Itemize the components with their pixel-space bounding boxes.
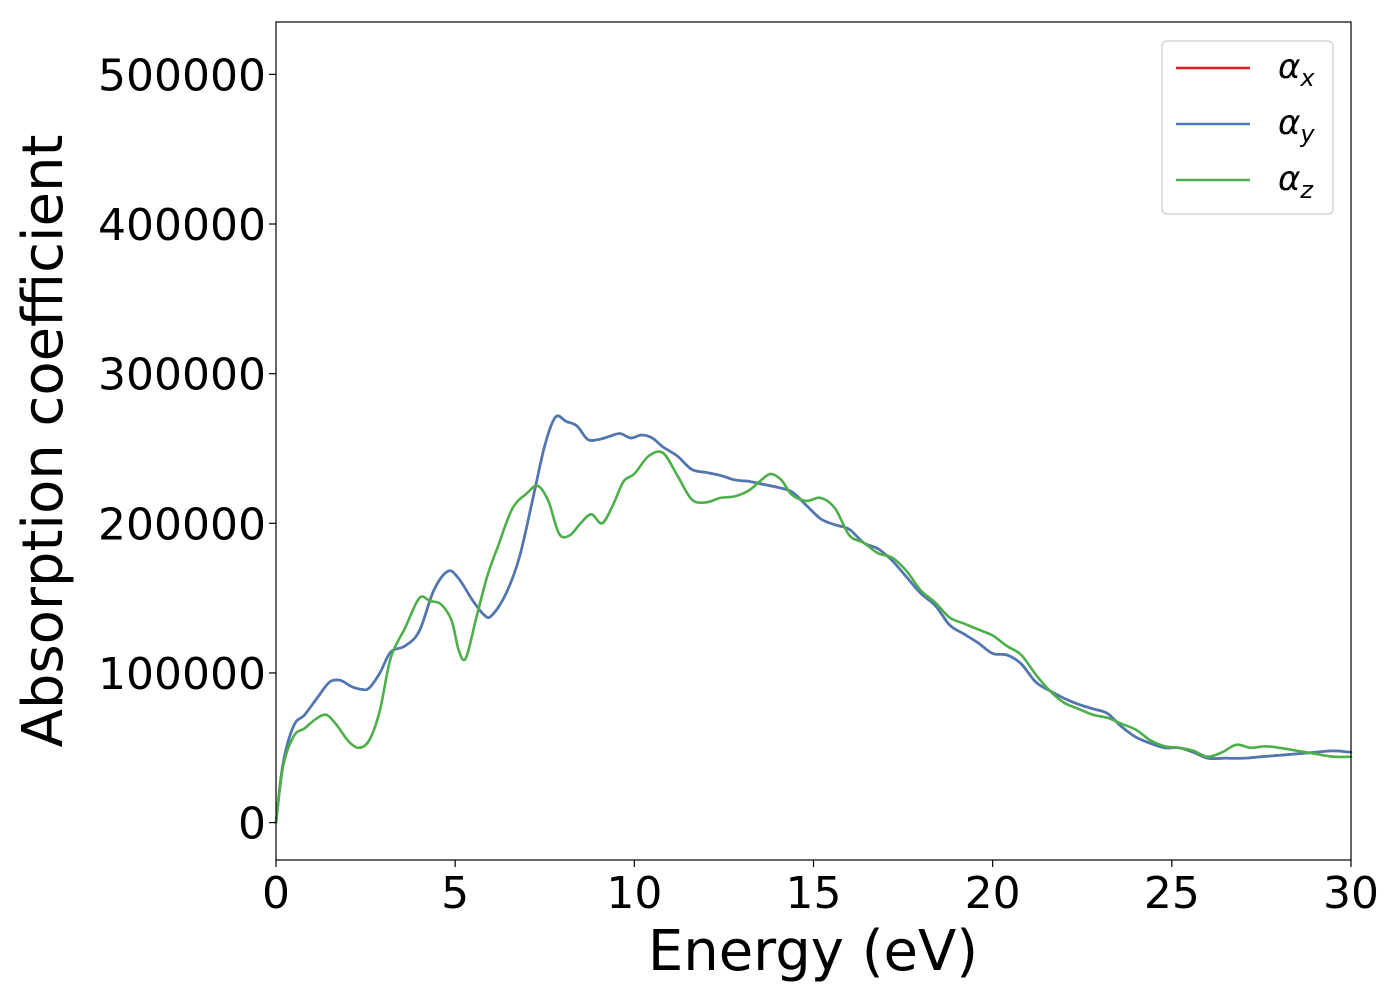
x-tick-label: 0 — [262, 868, 290, 919]
x-tick-label: 30 — [1323, 868, 1379, 919]
x-axis-ticks: 0 5 10 15 20 25 30 — [262, 860, 1379, 919]
y-tick-label: 500000 — [98, 50, 266, 101]
y-tick-label: 100000 — [98, 649, 266, 700]
x-tick-label: 25 — [1144, 868, 1200, 919]
y-tick-label: 300000 — [98, 350, 266, 401]
legend-label-z: αz — [1278, 159, 1314, 204]
legend-box — [1161, 40, 1334, 215]
series-line-z — [274, 450, 1353, 824]
series-line-x — [274, 414, 1353, 824]
y-axis-ticks: 0 100000 200000 300000 400000 500000 — [98, 50, 276, 850]
series-line-y — [274, 414, 1353, 824]
x-tick-label: 20 — [965, 868, 1021, 919]
x-axis-label: Energy (eV) — [648, 919, 978, 984]
x-tick-label: 10 — [606, 868, 662, 919]
y-tick-label: 200000 — [98, 499, 266, 550]
plot-area-frame — [275, 21, 1352, 861]
y-tick-label: 0 — [238, 799, 266, 850]
y-tick-label: 400000 — [98, 200, 266, 251]
series-layer — [274, 414, 1353, 824]
x-tick-label: 15 — [786, 868, 842, 919]
x-tick-label: 5 — [441, 868, 469, 919]
y-axis-label: Absorption coefficient — [11, 135, 76, 748]
